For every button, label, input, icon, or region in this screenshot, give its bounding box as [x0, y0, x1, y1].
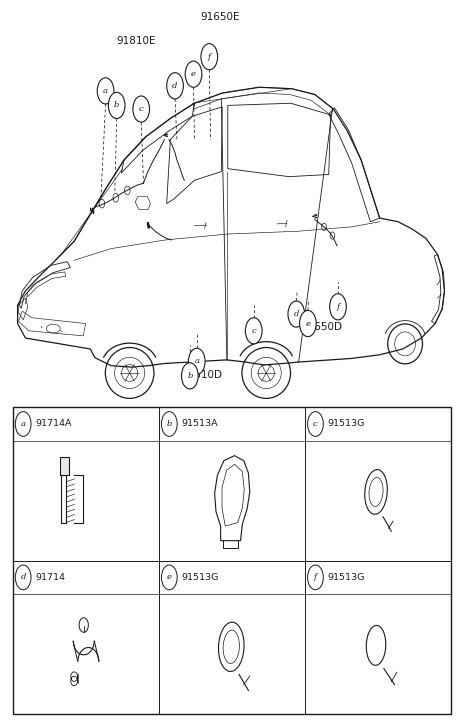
Text: 91513G: 91513G: [327, 419, 365, 428]
Text: a: a: [103, 87, 108, 95]
Text: e: e: [167, 574, 172, 582]
Text: 91513G: 91513G: [327, 573, 365, 582]
Circle shape: [162, 411, 177, 436]
Text: b: b: [114, 101, 119, 110]
Circle shape: [330, 294, 346, 320]
Text: a: a: [194, 357, 199, 366]
Text: c: c: [313, 420, 318, 428]
Circle shape: [300, 310, 316, 337]
Text: 91513G: 91513G: [181, 573, 219, 582]
Text: f: f: [337, 302, 339, 311]
Circle shape: [15, 411, 31, 436]
Text: 91650D: 91650D: [301, 322, 342, 332]
Circle shape: [15, 565, 31, 590]
Text: e: e: [191, 70, 196, 79]
Text: f: f: [314, 574, 317, 582]
Circle shape: [181, 363, 198, 389]
Circle shape: [201, 44, 218, 70]
Text: 91513A: 91513A: [181, 419, 218, 428]
Text: 91810E: 91810E: [117, 36, 156, 46]
Text: a: a: [21, 420, 25, 428]
Circle shape: [307, 411, 323, 436]
Circle shape: [97, 78, 114, 104]
Circle shape: [188, 348, 205, 374]
Circle shape: [162, 565, 177, 590]
Text: 91714A: 91714A: [35, 419, 72, 428]
Text: 91810D: 91810D: [181, 370, 222, 380]
Circle shape: [185, 61, 202, 87]
Text: 91714: 91714: [35, 573, 65, 582]
Circle shape: [133, 96, 150, 122]
Circle shape: [245, 318, 262, 344]
Circle shape: [108, 92, 125, 119]
Circle shape: [288, 301, 305, 327]
Text: b: b: [167, 420, 172, 428]
Circle shape: [167, 73, 183, 99]
Text: d: d: [294, 310, 299, 318]
Text: c: c: [251, 326, 256, 335]
Text: d: d: [172, 81, 178, 90]
Text: f: f: [208, 52, 211, 61]
Text: b: b: [187, 371, 193, 380]
Text: e: e: [306, 319, 310, 328]
Text: c: c: [139, 105, 144, 113]
Circle shape: [307, 565, 323, 590]
Bar: [60, 457, 69, 475]
Text: d: d: [20, 574, 26, 582]
Text: 91650E: 91650E: [200, 12, 240, 22]
Bar: [13, 407, 451, 714]
